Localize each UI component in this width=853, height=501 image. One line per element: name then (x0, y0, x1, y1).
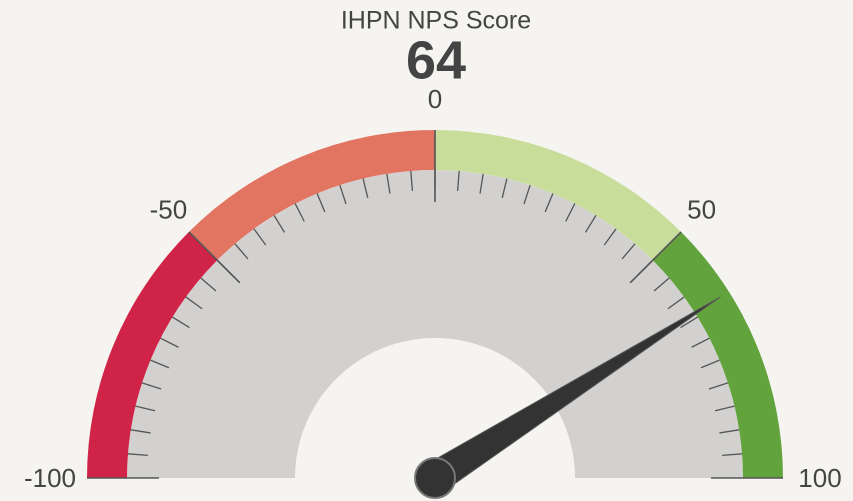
minor-tick (621, 243, 636, 260)
minor-tick (479, 173, 484, 194)
minor-tick (691, 337, 710, 348)
tick-label: 50 (687, 194, 716, 224)
minor-tick (273, 215, 286, 233)
minor-tick (185, 296, 203, 310)
value-label: 64 (406, 30, 466, 90)
minor-tick (362, 178, 369, 199)
minor-tick (160, 337, 179, 348)
minor-tick (130, 429, 151, 434)
minor-tick (172, 316, 190, 329)
tick-label: -50 (150, 194, 188, 224)
minor-tick (501, 178, 508, 199)
minor-tick (714, 405, 735, 412)
minor-tick (294, 203, 305, 222)
minor-tick (253, 228, 267, 246)
minor-tick (456, 170, 460, 191)
minor-tick (316, 193, 326, 213)
minor-tick (135, 405, 156, 412)
minor-tick (339, 184, 347, 205)
minor-tick (127, 453, 148, 457)
chart-title: IHPN NPS Score (341, 7, 531, 35)
minor-tick (565, 203, 576, 222)
tick-label: 0 (428, 84, 442, 114)
minor-tick (523, 184, 531, 205)
tick-label: 100 (798, 463, 841, 493)
minor-tick (603, 228, 617, 246)
gauge-band (188, 130, 435, 261)
gauge-band (652, 231, 783, 478)
minor-tick (700, 359, 720, 369)
gauge-band (87, 231, 218, 478)
minor-tick (150, 359, 170, 369)
minor-tick (719, 429, 740, 434)
major-tick (188, 231, 241, 284)
major-tick (629, 231, 682, 284)
gauge-face (127, 170, 743, 479)
minor-tick (234, 243, 249, 260)
minor-tick (386, 173, 391, 194)
minor-tick (680, 316, 698, 329)
minor-tick (584, 215, 597, 233)
needle-hub (414, 457, 456, 499)
minor-tick (708, 382, 729, 390)
minor-tick (653, 277, 670, 292)
minor-tick (722, 453, 743, 457)
minor-tick (410, 170, 414, 191)
minor-tick (200, 277, 217, 292)
minor-tick (544, 193, 554, 213)
minor-tick (667, 296, 685, 310)
gauge-band (435, 130, 682, 261)
tick-label: -100 (24, 463, 76, 493)
minor-tick (141, 382, 162, 390)
